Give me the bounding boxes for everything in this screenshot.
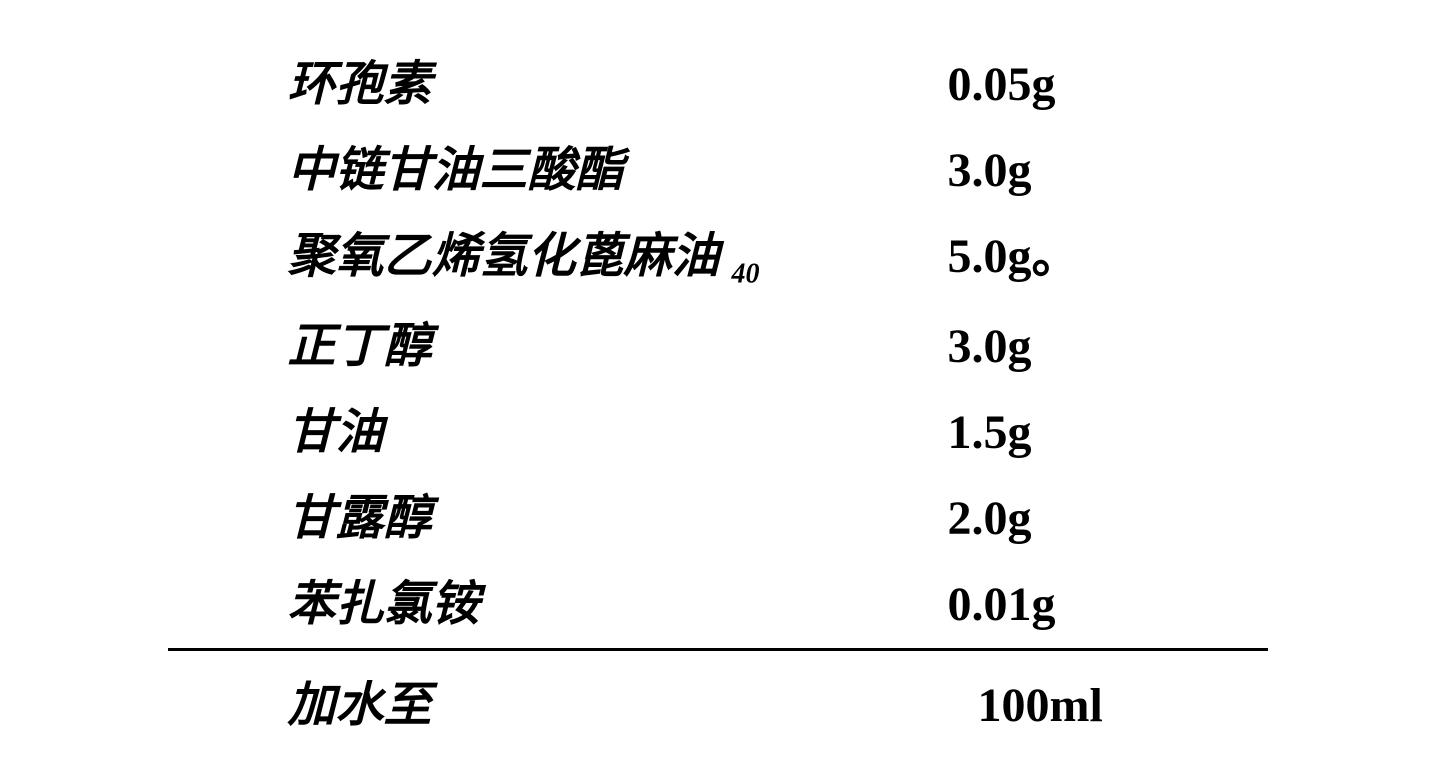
ingredient-value: 3.0g: [888, 143, 1268, 198]
ingredient-value: 3.0g: [888, 319, 1268, 374]
footer-value: 100ml: [888, 678, 1268, 733]
table-row: 甘油 1.5g: [168, 384, 1268, 470]
table-row: 环孢素 0.05g: [168, 36, 1268, 122]
ingredient-value: 0.05g: [888, 57, 1268, 112]
ingredient-label: 甘露醇: [168, 478, 888, 548]
ingredient-label: 环孢素: [168, 44, 888, 114]
ingredient-label: 聚氧乙烯氢化蓖麻油 40: [168, 216, 888, 291]
table-footer-row: 加水至 100ml: [168, 657, 1268, 743]
ingredient-label: 中链甘油三酸酯: [168, 130, 888, 200]
ingredient-value: 1.5g: [888, 405, 1268, 460]
table-row: 正丁醇 3.0g: [168, 298, 1268, 384]
footer-label: 加水至: [168, 665, 888, 735]
ingredient-label: 正丁醇: [168, 306, 888, 376]
table-row: 苯扎氯铵 0.01g: [168, 556, 1268, 642]
ingredient-value: 5.0g。: [888, 216, 1268, 286]
table-divider: [168, 648, 1268, 651]
ingredients-table: 环孢素 0.05g 中链甘油三酸酯 3.0g 聚氧乙烯氢化蓖麻油 40 5.0g…: [168, 36, 1268, 744]
ingredient-label: 苯扎氯铵: [168, 564, 888, 634]
ingredient-value: 0.01g: [888, 577, 1268, 632]
table-row: 甘露醇 2.0g: [168, 470, 1268, 556]
table-row: 中链甘油三酸酯 3.0g: [168, 122, 1268, 208]
table-row: 聚氧乙烯氢化蓖麻油 40 5.0g。: [168, 208, 1268, 299]
ingredient-label: 甘油: [168, 392, 888, 462]
ingredient-value: 2.0g: [888, 491, 1268, 546]
